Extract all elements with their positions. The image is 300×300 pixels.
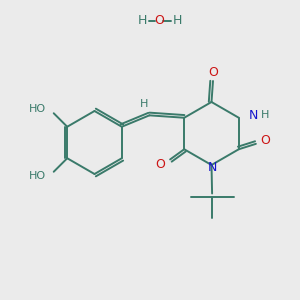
- Text: N: N: [248, 109, 258, 122]
- Text: H: H: [260, 110, 269, 120]
- Text: O: O: [208, 65, 218, 79]
- Text: N: N: [207, 161, 217, 174]
- Text: H: H: [172, 14, 182, 28]
- Text: HO: HO: [29, 104, 46, 114]
- Text: HO: HO: [29, 171, 46, 181]
- Text: O: O: [155, 158, 165, 171]
- Text: O: O: [260, 134, 270, 147]
- Text: H: H: [140, 99, 148, 109]
- Text: O: O: [155, 14, 164, 28]
- Text: H: H: [138, 14, 147, 28]
